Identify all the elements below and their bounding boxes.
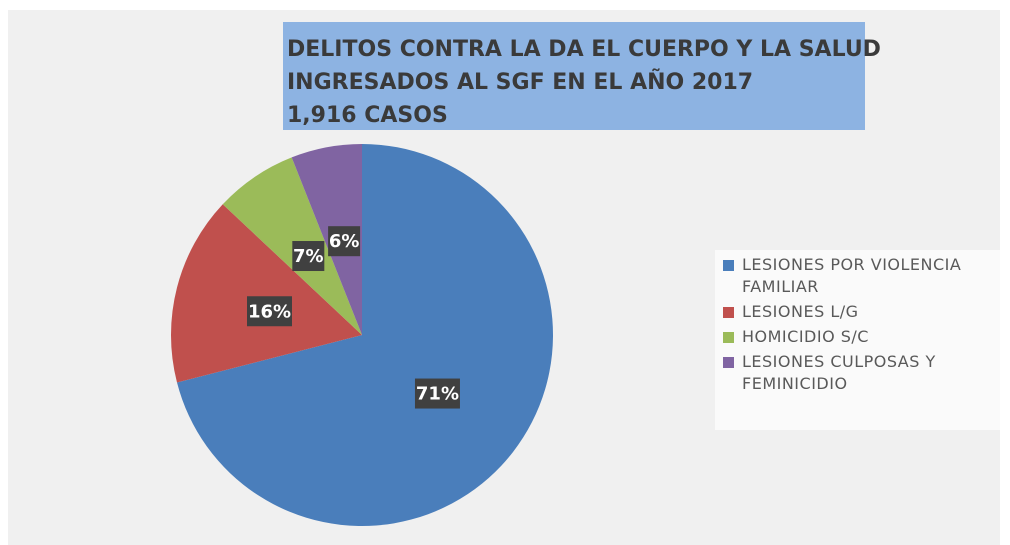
legend-label: LESIONES L/G [742,302,859,321]
legend: LESIONES POR VIOLENCIA FAMILIAR LESIONES … [715,250,1000,430]
data-label-box [414,378,460,409]
legend-label: LESIONES CULPOSAS Y FEMINICIDIO [742,352,936,393]
data-label-box [247,296,293,327]
legend-swatch [723,332,734,343]
legend-swatch [723,307,734,318]
pie-slice [171,204,362,383]
chart-title: INGRESADOS AL SGF EN EL AÑO 2017 [287,69,753,95]
legend-item: LESIONES L/G [721,301,994,323]
chart-title: DELITOS CONTRA LA DA EL CUERPO Y LA SALU… [287,37,881,62]
legend-item: HOMICIDIO S/C [721,326,994,348]
legend-item: LESIONES CULPOSAS Y FEMINICIDIO [721,351,994,395]
data-label: 7% [293,246,324,267]
data-label: 16% [248,301,291,322]
chart-title: 1,916 CASOS [287,103,448,128]
data-label: 71% [416,384,459,405]
data-label-box [292,241,325,272]
legend-swatch [723,357,734,368]
pie-slice [291,144,362,335]
pie-slice [177,144,553,526]
legend-label: LESIONES POR VIOLENCIA FAMILIAR [742,255,962,296]
legend-label: HOMICIDIO S/C [742,327,869,346]
legend-item: LESIONES POR VIOLENCIA FAMILIAR [721,254,994,298]
data-label: 6% [329,231,360,252]
title-box [283,22,865,130]
legend-swatch [723,260,734,271]
data-label-box [328,226,361,257]
